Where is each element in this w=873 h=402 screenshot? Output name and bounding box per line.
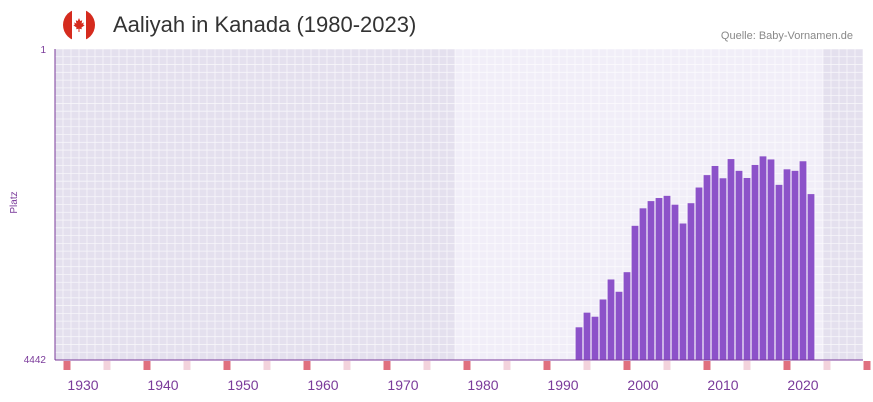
bar <box>719 178 727 360</box>
bar <box>575 327 583 360</box>
decade-marker <box>863 361 871 370</box>
bar <box>695 187 703 360</box>
x-tick-label: 1960 <box>307 377 338 393</box>
decade-marker <box>383 361 391 370</box>
bar <box>607 279 615 360</box>
bar <box>751 164 759 360</box>
half-decade-marker <box>583 361 591 370</box>
x-tick-label: 1990 <box>547 377 578 393</box>
decade-marker <box>543 361 551 370</box>
bar <box>711 165 719 360</box>
half-decade-marker <box>183 361 191 370</box>
canada-flag-icon <box>63 9 95 41</box>
bar <box>759 156 767 360</box>
x-tick-label: 1980 <box>467 377 498 393</box>
bar <box>663 195 671 360</box>
bar <box>639 208 647 360</box>
decade-marker <box>623 361 631 370</box>
decade-marker <box>63 361 71 370</box>
x-tick-label: 1930 <box>67 377 98 393</box>
half-decade-marker <box>823 361 831 370</box>
y-tick-label-bottom: 4442 <box>24 355 47 366</box>
decade-marker <box>703 361 711 370</box>
bar <box>583 312 591 360</box>
bar <box>775 184 783 360</box>
chart-title: Aaliyah in Kanada (1980-2023) <box>113 12 417 37</box>
bar <box>727 159 735 360</box>
half-decade-marker <box>103 361 111 370</box>
bar <box>783 169 791 360</box>
x-tick-label: 2020 <box>787 377 818 393</box>
bar <box>671 204 679 360</box>
decade-marker <box>463 361 471 370</box>
decade-marker <box>143 361 151 370</box>
bar <box>807 194 815 360</box>
bar <box>743 177 751 360</box>
x-tick-label: 1950 <box>227 377 258 393</box>
bar <box>679 223 687 360</box>
decade-marker <box>303 361 311 370</box>
half-decade-marker <box>343 361 351 370</box>
half-decade-marker <box>503 361 511 370</box>
bar <box>615 291 623 360</box>
bar <box>703 175 711 360</box>
y-axis-label: Platz <box>9 191 20 213</box>
y-tick-label-top: 1 <box>40 45 46 56</box>
half-decade-marker <box>423 361 431 370</box>
bar <box>767 159 775 360</box>
decade-marker <box>223 361 231 370</box>
half-decade-marker <box>663 361 671 370</box>
x-tick-label: 1940 <box>147 377 178 393</box>
source-label: Quelle: Baby-Vornamen.de <box>720 30 853 42</box>
half-decade-marker <box>743 361 751 370</box>
bar <box>735 170 743 360</box>
bar <box>799 161 807 360</box>
x-tick-label: 2000 <box>627 377 658 393</box>
x-tick-label: 2010 <box>707 377 738 393</box>
bar <box>791 170 799 360</box>
bar <box>687 203 695 360</box>
half-decade-marker <box>263 361 271 370</box>
decade-marker <box>783 361 791 370</box>
bar <box>623 272 631 360</box>
bar <box>599 299 607 360</box>
bar <box>647 201 655 360</box>
x-tick-label: 1970 <box>387 377 418 393</box>
bar <box>631 225 639 360</box>
bar <box>655 198 663 360</box>
bar <box>591 316 599 360</box>
